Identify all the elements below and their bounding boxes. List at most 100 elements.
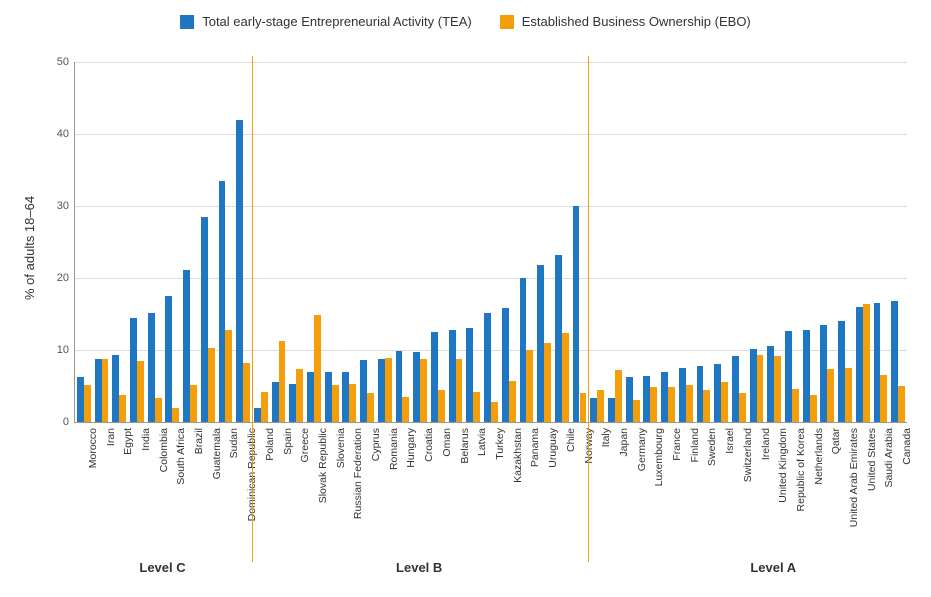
bar-ebo [473, 392, 480, 422]
x-tick-label: Cyprus [370, 428, 382, 461]
bar-ebo [102, 359, 109, 422]
bar-tea [608, 398, 615, 422]
bar-tea [413, 352, 420, 422]
bar-ebo [402, 397, 409, 422]
bar-ebo [845, 368, 852, 422]
x-tick-label: United Kingdom [777, 428, 789, 503]
bar-ebo [544, 343, 551, 422]
x-tick-label: Brazil [193, 428, 205, 454]
bar-ebo [774, 356, 781, 422]
bar-tea [272, 382, 279, 422]
bar-ebo [526, 350, 533, 422]
bar-tea [856, 307, 863, 422]
bar-tea [396, 351, 403, 422]
bar-tea [891, 301, 898, 422]
bar-tea [360, 360, 367, 422]
gridline [75, 206, 907, 207]
x-tick-label: Guatemala [211, 428, 223, 479]
bar-ebo [385, 358, 392, 422]
x-tick-label: Luxembourg [653, 428, 665, 486]
x-tick-label: Russian Federation [352, 428, 364, 519]
x-tick-label: Morocco [87, 428, 99, 468]
bar-tea [838, 321, 845, 422]
bar-ebo [261, 392, 268, 422]
group-label: Level A [587, 560, 931, 575]
bar-ebo [225, 330, 232, 422]
legend: Total early-stage Entrepreneurial Activi… [0, 14, 931, 29]
x-tick-label: United States [866, 428, 878, 491]
x-tick-label: India [140, 428, 152, 451]
bar-ebo [633, 400, 640, 422]
bar-tea [112, 355, 119, 422]
x-tick-label: Colombia [158, 428, 170, 472]
x-tick-label: Qatar [830, 428, 842, 454]
group-label: Level C [74, 560, 251, 575]
bar-ebo [721, 382, 728, 422]
bar-ebo [208, 348, 215, 422]
gridline [75, 62, 907, 63]
y-tick-label: 0 [63, 416, 75, 428]
x-tick-label: Uruguay [547, 428, 559, 468]
x-tick-label: Iran [105, 428, 117, 446]
x-tick-label: Saudi Arabia [883, 428, 895, 488]
bar-ebo [615, 370, 622, 422]
x-tick-label: Turkey [494, 428, 506, 460]
x-tick-label: Slovak Republic [317, 428, 329, 503]
plot-area: 01020304050MoroccoIranEgyptIndiaColombia… [74, 62, 907, 423]
bar-tea [767, 346, 774, 422]
x-tick-label: Latvia [476, 428, 488, 456]
bar-tea [130, 318, 137, 422]
x-tick-label: Panama [529, 428, 541, 467]
bar-tea [342, 372, 349, 422]
x-tick-label: Greece [299, 428, 311, 462]
x-tick-label: Italy [600, 428, 612, 447]
y-tick-label: 30 [57, 200, 75, 212]
x-tick-label: Poland [264, 428, 276, 461]
bar-tea [466, 328, 473, 422]
bar-tea [484, 313, 491, 422]
bar-tea [325, 372, 332, 422]
x-tick-label: Kazakhstan [512, 428, 524, 483]
bar-tea [165, 296, 172, 422]
bar-ebo [420, 359, 427, 422]
x-tick-label: Egypt [122, 428, 134, 455]
bar-ebo [243, 363, 250, 422]
bar-ebo [686, 385, 693, 422]
bar-ebo [190, 385, 197, 422]
x-tick-label: Oman [441, 428, 453, 457]
bar-ebo [349, 384, 356, 422]
bar-tea [679, 368, 686, 422]
bar-ebo [296, 369, 303, 422]
gridline [75, 134, 907, 135]
legend-item-ebo: Established Business Ownership (EBO) [500, 14, 751, 29]
bar-ebo [739, 393, 746, 422]
bar-tea [820, 325, 827, 422]
bar-tea [307, 372, 314, 422]
bar-ebo [438, 390, 445, 422]
bar-ebo [650, 387, 657, 422]
bar-tea [573, 206, 580, 422]
bar-tea [661, 372, 668, 422]
group-label: Level B [251, 560, 587, 575]
x-tick-label: Romania [388, 428, 400, 470]
chart-container: Total early-stage Entrepreneurial Activi… [0, 0, 931, 597]
bar-ebo [119, 395, 126, 422]
bar-tea [590, 398, 597, 422]
group-divider [252, 56, 253, 562]
bar-tea [449, 330, 456, 422]
bar-ebo [314, 315, 321, 422]
y-tick-label: 40 [57, 128, 75, 140]
bar-tea [874, 303, 881, 422]
bar-ebo [562, 333, 569, 422]
legend-label-ebo: Established Business Ownership (EBO) [522, 14, 751, 29]
x-tick-label: Germany [636, 428, 648, 471]
bar-ebo [367, 393, 374, 422]
bar-tea [750, 349, 757, 422]
x-tick-label: Croatia [423, 428, 435, 462]
bar-tea [378, 359, 385, 422]
bar-ebo [757, 355, 764, 422]
x-tick-label: Belarus [459, 428, 471, 464]
bar-ebo [810, 395, 817, 422]
bar-ebo [597, 390, 604, 422]
legend-label-tea: Total early-stage Entrepreneurial Activi… [202, 14, 472, 29]
